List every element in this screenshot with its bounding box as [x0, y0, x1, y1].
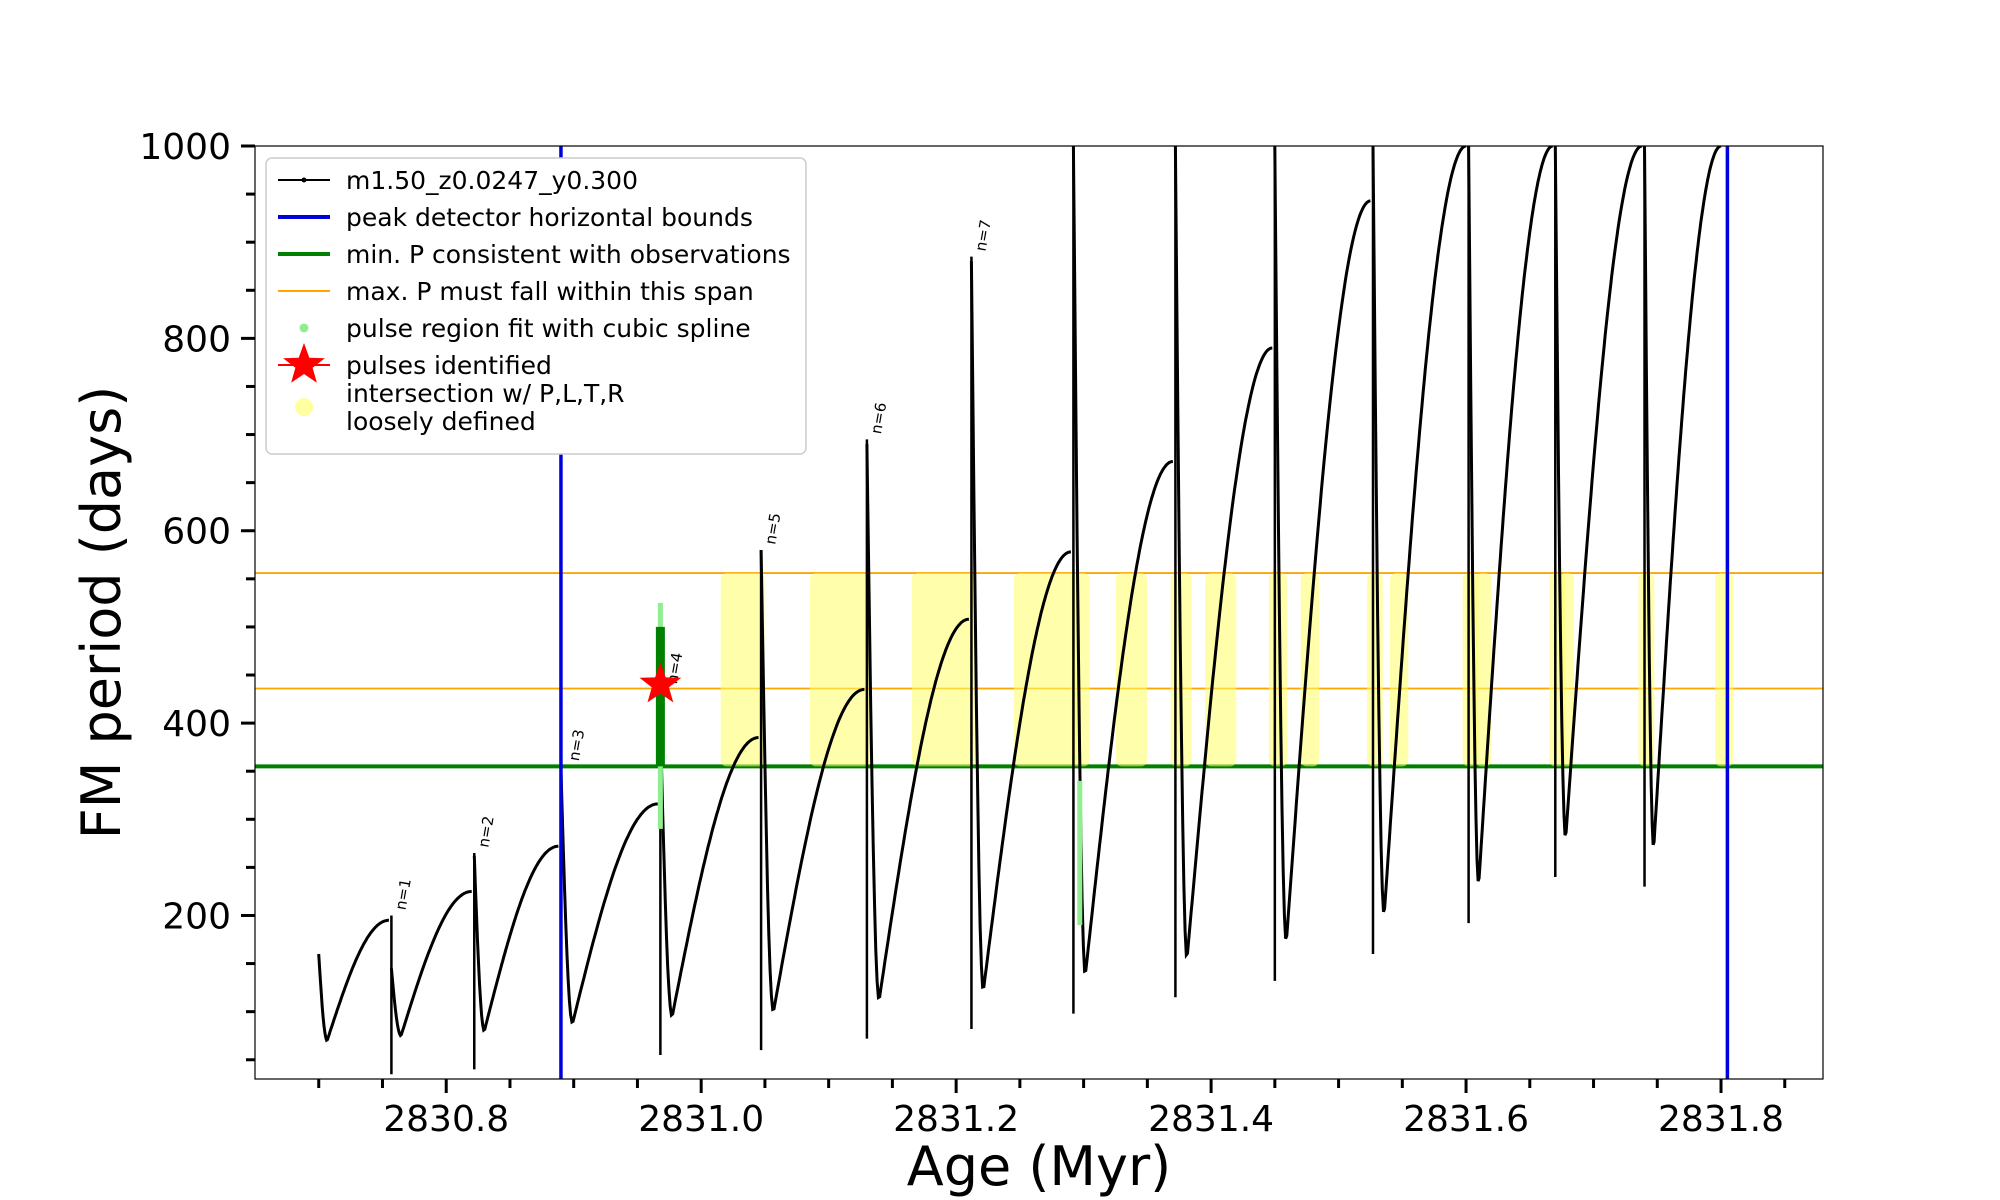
pulses-identified-layer: [639, 662, 682, 703]
series-cycle-9: [1173, 146, 1273, 960]
legend-swatch-star: [283, 343, 325, 383]
pulse-label-5: n=5: [761, 512, 784, 546]
legend-label-2: min. P consistent with observations: [346, 240, 791, 269]
y-tick-label-4: 1000: [139, 127, 231, 168]
pulse-label-2: n=2: [474, 815, 497, 849]
series-cycle-13: [1553, 146, 1643, 836]
series-cycle-10: [1273, 146, 1371, 940]
legend-swatch-dot: [295, 398, 313, 416]
legend-item-1: peak detector horizontal bounds: [278, 203, 753, 232]
x-tick-label-1: 2831.0: [638, 1099, 764, 1140]
x-axis: 2830.8 2831.0 2831.2 2831.4 2831.6 2831.8: [317, 1079, 1787, 1140]
pulse-number-labels: n=1 n=2 n=3 n=4 n=5 n=6 n=7: [392, 218, 995, 911]
legend-swatch-dot: [299, 323, 309, 333]
series-cycle-4: [658, 723, 759, 1019]
pulse-label-3: n=3: [565, 728, 588, 762]
intersection-region-16: [1638, 573, 1655, 767]
legend-label-1: peak detector horizontal bounds: [346, 203, 753, 232]
pulse-region-spline-layer: [655, 602, 1083, 926]
series-cycle-14: [1643, 146, 1722, 846]
pulse-label-4: n=4: [663, 651, 686, 685]
legend-item-2: min. P consistent with observations: [278, 240, 791, 269]
legend-label-3: max. P must fall within this span: [346, 277, 754, 306]
legend-item-5: pulses identified: [278, 343, 552, 383]
legend-box: [265, 157, 807, 455]
intersection-region-5: [1115, 573, 1147, 767]
legend-label-4: pulse region fit with cubic spline: [346, 314, 751, 343]
series-cycle-6: [865, 444, 970, 1001]
x-tick-label-4: 2831.6: [1403, 1099, 1529, 1140]
series-cycle-3: [559, 771, 658, 1025]
x-tick-label-0: 2830.8: [383, 1099, 509, 1140]
series-cycle-1: [389, 889, 472, 1038]
x-tick-label-3: 2831.4: [1148, 1099, 1274, 1140]
legend-item-3: max. P must fall within this span: [278, 277, 754, 306]
y-axis: 200 400 600 800 1000: [139, 127, 255, 1062]
series-cycle-0: [317, 918, 389, 1043]
intersection-region-3: [1013, 573, 1077, 767]
intersection-region-13: [1475, 573, 1492, 767]
intersection-region-17: [1715, 573, 1734, 767]
legend-label-0: m1.50_z0.0247_y0.300: [346, 166, 638, 195]
pulse-label-1: n=1: [392, 877, 415, 911]
legend-item-4: pulse region fit with cubic spline: [299, 314, 751, 343]
legend-label-6: intersection w/ P,L,T,R: [346, 379, 625, 408]
legend-label-5: pulses identified: [346, 351, 552, 380]
y-tick-label-0: 200: [162, 896, 231, 937]
series-cycle-7: [969, 261, 1072, 989]
series-cycle-12: [1467, 146, 1553, 882]
intersection-region-9: [1300, 573, 1320, 767]
y-tick-label-2: 600: [162, 512, 231, 553]
series-cycle-5: [759, 549, 865, 1012]
x-tick-label-5: 2831.8: [1658, 1099, 1784, 1140]
intersection-region-0: [720, 573, 765, 767]
legend-label-6-1: loosely defined: [346, 407, 536, 436]
pulse-label-6: n=6: [867, 401, 890, 435]
intersection-region-8: [1268, 573, 1288, 767]
pulse-label-7: n=7: [972, 218, 995, 252]
x-tick-label-2: 2831.2: [893, 1099, 1019, 1140]
y-axis-label: FM period (days): [70, 386, 133, 840]
legend-item-0: m1.50_z0.0247_y0.300: [278, 166, 638, 195]
y-tick-label-3: 800: [162, 319, 231, 360]
x-axis-label: Age (Myr): [907, 1135, 1172, 1198]
series-layer: [317, 146, 1722, 1075]
legend-swatch-marker: [301, 177, 307, 183]
series-cycle-11: [1371, 146, 1467, 913]
pulse-identified-star-0: [639, 662, 682, 703]
series-cycle-2: [472, 844, 559, 1033]
intersection-region-4: [1071, 573, 1090, 767]
y-tick-label-1: 400: [162, 704, 231, 745]
intersection-region-1: [809, 573, 871, 767]
intersection-region-7: [1205, 573, 1237, 767]
plot-frame: [254, 145, 1824, 1080]
series-cycle-8: [1071, 146, 1174, 974]
